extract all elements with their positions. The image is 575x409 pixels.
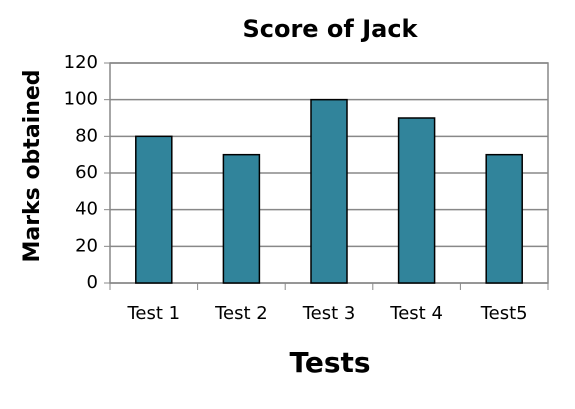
x-tick-label: Test 2 (214, 303, 268, 324)
x-tick-label: Test 4 (389, 303, 443, 324)
x-tick-label: Test 1 (126, 303, 180, 324)
bar (310, 98, 348, 284)
bar (135, 135, 173, 284)
chart-title: Score of Jack (242, 15, 418, 43)
x-tick-label: Test5 (480, 303, 528, 324)
y-tick-label: 60 (75, 162, 98, 183)
y-axis-title: Marks obtained (20, 69, 45, 262)
y-tick-label: 100 (64, 89, 98, 110)
y-tick-label: 40 (75, 199, 98, 220)
y-tick-label: 120 (64, 52, 98, 73)
bar (222, 153, 261, 284)
x-axis-title: Tests (289, 346, 370, 379)
y-tick-label: 0 (87, 272, 98, 293)
y-tick-label: 80 (75, 125, 98, 146)
bar (397, 117, 436, 284)
y-tick-label: 20 (75, 235, 98, 256)
x-tick-label: Test 3 (302, 303, 356, 324)
bar (485, 153, 523, 284)
